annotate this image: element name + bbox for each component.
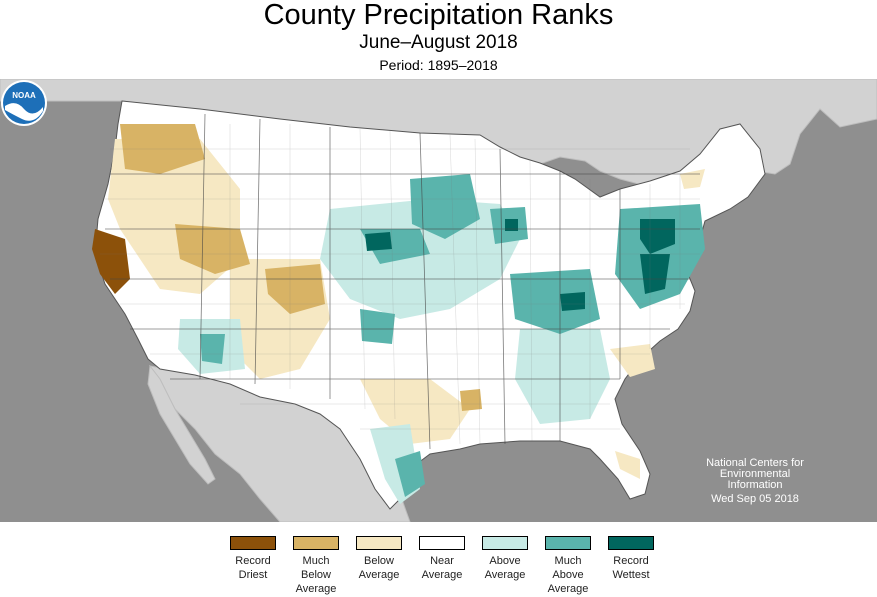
legend-swatch bbox=[356, 536, 402, 550]
region-record-wettest-pennsylvania bbox=[640, 219, 675, 254]
region-muchabove-texas-coast bbox=[395, 451, 425, 497]
region-muchabove-northplains bbox=[410, 174, 480, 239]
legend-label: Below Average bbox=[358, 555, 400, 581]
credit-line-2: Environmental bbox=[719, 468, 791, 480]
map-panel: NOAA National Centers for Environmental … bbox=[0, 79, 877, 522]
legend-item-record-driest: Record Driest bbox=[221, 536, 285, 582]
legend-swatch bbox=[482, 536, 528, 550]
legend-swatch bbox=[608, 536, 654, 550]
region-muchbelow-arkansas bbox=[460, 389, 482, 411]
credit-line-1: National Centers for bbox=[706, 457, 804, 469]
legend-item-record-wettest: Record Wettest bbox=[599, 536, 663, 582]
legend-swatch bbox=[545, 536, 591, 550]
region-record-driest-california bbox=[92, 229, 130, 294]
legend-item-much-above: Much Above Average bbox=[536, 536, 600, 596]
legend: Record Driest Much Below Average Below A… bbox=[221, 536, 671, 596]
legend-label: Much Above Average bbox=[547, 555, 589, 595]
region-record-wettest-virginia bbox=[640, 254, 670, 294]
region-muchbelow-nevada bbox=[175, 224, 250, 274]
map-subtitle: June–August 2018 bbox=[359, 32, 518, 53]
legend-swatch bbox=[230, 536, 276, 550]
legend-item-above: Above Average bbox=[473, 536, 537, 582]
region-below-carolina bbox=[610, 344, 655, 377]
region-muchabove-ohio-valley bbox=[510, 269, 600, 334]
credit-text: National Centers for Environmental Infor… bbox=[690, 458, 820, 491]
legend-label: Much Below Average bbox=[295, 555, 337, 595]
legend-label: Record Wettest bbox=[612, 555, 650, 581]
region-below-florida bbox=[615, 451, 640, 479]
legend-label: Above Average bbox=[484, 555, 526, 581]
region-record-wettest-wisconsin bbox=[505, 219, 518, 231]
region-record-wettest-nebraska bbox=[365, 232, 392, 251]
state-boundaries bbox=[105, 113, 700, 450]
region-muchbelow-colorado bbox=[265, 264, 325, 314]
period-label: Period: 1895–2018 bbox=[379, 57, 498, 73]
map-canvas bbox=[0, 79, 877, 522]
region-below-texas bbox=[360, 379, 470, 444]
legend-item-much-below: Much Below Average bbox=[284, 536, 348, 596]
legend-swatch bbox=[293, 536, 339, 550]
legend-item-below: Below Average bbox=[347, 536, 411, 582]
credit-line-3: Information bbox=[727, 479, 783, 491]
legend-swatch bbox=[419, 536, 465, 550]
county-grid bbox=[100, 124, 700, 445]
noaa-logo-icon: NOAA bbox=[1, 80, 47, 126]
region-record-wettest-kentucky bbox=[560, 292, 585, 311]
region-above-southeast bbox=[515, 329, 610, 424]
legend-label: Record Driest bbox=[235, 555, 271, 581]
rank-regions bbox=[92, 124, 705, 504]
legend-label: Near Average bbox=[421, 555, 463, 581]
baja-landmass bbox=[147, 364, 216, 485]
noaa-logo-text: NOAA bbox=[12, 91, 36, 100]
map-title: County Precipitation Ranks bbox=[263, 0, 614, 31]
legend-item-near: Near Average bbox=[410, 536, 474, 582]
credit-date: Wed Sep 05 2018 bbox=[711, 493, 799, 505]
region-muchabove-arizona bbox=[200, 334, 225, 364]
region-muchabove-kansas bbox=[360, 309, 395, 344]
